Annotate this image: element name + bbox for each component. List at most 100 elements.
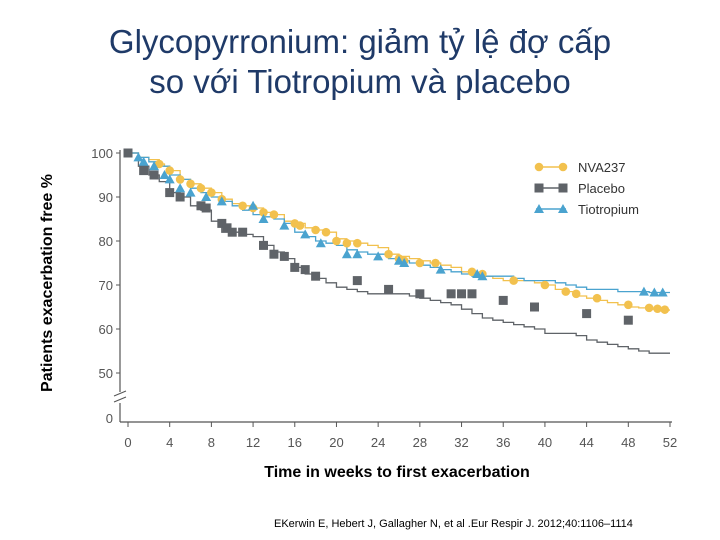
tiotropium-marker <box>133 152 144 162</box>
x-tick-label: 4 <box>166 435 173 450</box>
y-tick-label: 80 <box>99 234 113 249</box>
nva237-marker <box>238 201 247 211</box>
placebo-marker <box>446 289 456 299</box>
nva237-marker <box>660 305 670 314</box>
tiotropium-marker <box>201 192 212 201</box>
tiotropium-marker <box>248 200 259 210</box>
nva237-marker <box>415 258 425 268</box>
y-tick-label: 50 <box>99 366 113 381</box>
nva237-marker <box>321 227 331 237</box>
chart-axes <box>113 150 672 423</box>
placebo-marker <box>222 223 232 233</box>
tiotropium-marker <box>341 249 352 259</box>
x-axis-title: Time in weeks to first exacerbation <box>264 464 530 481</box>
nva237-marker <box>186 179 195 189</box>
nva237-marker <box>342 238 352 248</box>
tiotropium-marker <box>164 174 175 184</box>
tiotropium-marker <box>258 214 269 223</box>
x-tick-label: 32 <box>454 435 468 450</box>
nva237-marker <box>196 183 206 193</box>
placebo-marker <box>269 249 279 259</box>
x-tick-label: 20 <box>329 435 343 450</box>
legend-label-tiotropium: Tiotropium <box>578 202 639 217</box>
nva237-marker <box>653 304 662 314</box>
tiotropium-marker <box>435 264 446 274</box>
nva237-marker <box>561 287 571 296</box>
nva237-marker <box>644 303 654 313</box>
y-tick-label: 90 <box>99 190 113 205</box>
tiotropium-marker <box>649 287 660 297</box>
tiotropium-marker <box>373 251 384 261</box>
legend-marker-tiotropium <box>558 204 568 213</box>
tiotropium-marker <box>477 271 488 281</box>
nva237-marker <box>269 210 279 219</box>
nva237-marker <box>509 276 518 285</box>
placebo-marker <box>139 166 149 176</box>
tiotropium-marker <box>472 269 483 278</box>
placebo-marker <box>352 276 362 286</box>
series-markers <box>123 148 670 325</box>
nva237-marker <box>311 225 320 235</box>
title-line-2: so với Tiotropium và placebo <box>149 63 571 100</box>
x-tick-label: 44 <box>579 435 593 450</box>
placebo-marker <box>290 262 300 272</box>
nva237-marker <box>431 258 440 268</box>
y-tick-label: 100 <box>91 146 113 161</box>
nva237-line <box>128 152 670 311</box>
x-tick-label: 40 <box>538 435 552 450</box>
citation: EKerwin E, Hebert J, Gallagher N, et al … <box>274 518 633 530</box>
placebo-marker <box>217 218 227 228</box>
x-tick-label: 12 <box>246 435 260 450</box>
placebo-line <box>128 152 670 354</box>
placebo-marker <box>498 295 508 305</box>
nva237-marker <box>207 188 216 197</box>
placebo-marker <box>165 188 175 198</box>
tiotropium-marker <box>638 286 649 296</box>
tiotropium-marker <box>175 183 186 193</box>
tiotropium-marker <box>149 161 160 171</box>
nva237-marker <box>384 249 393 259</box>
tiotropium-marker <box>185 187 196 197</box>
x-tick-label: 0 <box>124 435 131 450</box>
placebo-marker <box>149 170 159 180</box>
nva237-marker <box>295 221 305 230</box>
x-tick-label: 28 <box>413 435 427 450</box>
placebo-marker <box>175 192 185 202</box>
nva237-marker <box>165 166 174 175</box>
x-tick-label: 8 <box>208 435 215 450</box>
nva237-marker <box>467 267 477 277</box>
title-line-1: Glycopyrronium: giảm tỷ lệ đợ cấp <box>108 23 612 60</box>
tiotropium-marker <box>394 255 404 265</box>
placebo-marker <box>311 271 321 281</box>
tiotropium-marker <box>138 156 149 166</box>
slide-title: Glycopyrronium: giảm tỷ lệ đợ cấp so với… <box>0 22 720 102</box>
y-axis-break-mark-1 <box>113 390 127 397</box>
y-tick-label: 60 <box>99 322 113 337</box>
nva237-marker <box>592 293 602 303</box>
placebo-marker <box>623 315 633 325</box>
tiotropium-marker <box>315 238 326 248</box>
placebo-marker <box>238 227 248 237</box>
nva237-marker <box>624 300 633 310</box>
nva237-marker <box>154 159 164 169</box>
x-tick-label: 24 <box>371 435 385 450</box>
placebo-marker <box>227 227 237 237</box>
x-tick-label: 52 <box>663 435 677 450</box>
placebo-marker <box>467 289 477 299</box>
legend-marker-tiotropium <box>534 204 544 213</box>
tiotropium-marker <box>399 258 410 267</box>
tiotropium-marker <box>657 287 668 297</box>
placebo-marker <box>196 201 206 211</box>
tiotropium-marker <box>352 249 363 259</box>
nva237-marker <box>259 208 268 217</box>
nva237-marker <box>175 175 185 184</box>
legend-marker-placebo <box>558 183 568 193</box>
legend-marker-nva237 <box>558 162 568 172</box>
placebo-marker <box>384 284 394 294</box>
placebo-marker <box>123 148 133 158</box>
nva237-marker <box>353 238 362 248</box>
tiotropium-marker <box>279 220 290 230</box>
placebo-marker <box>530 302 539 312</box>
